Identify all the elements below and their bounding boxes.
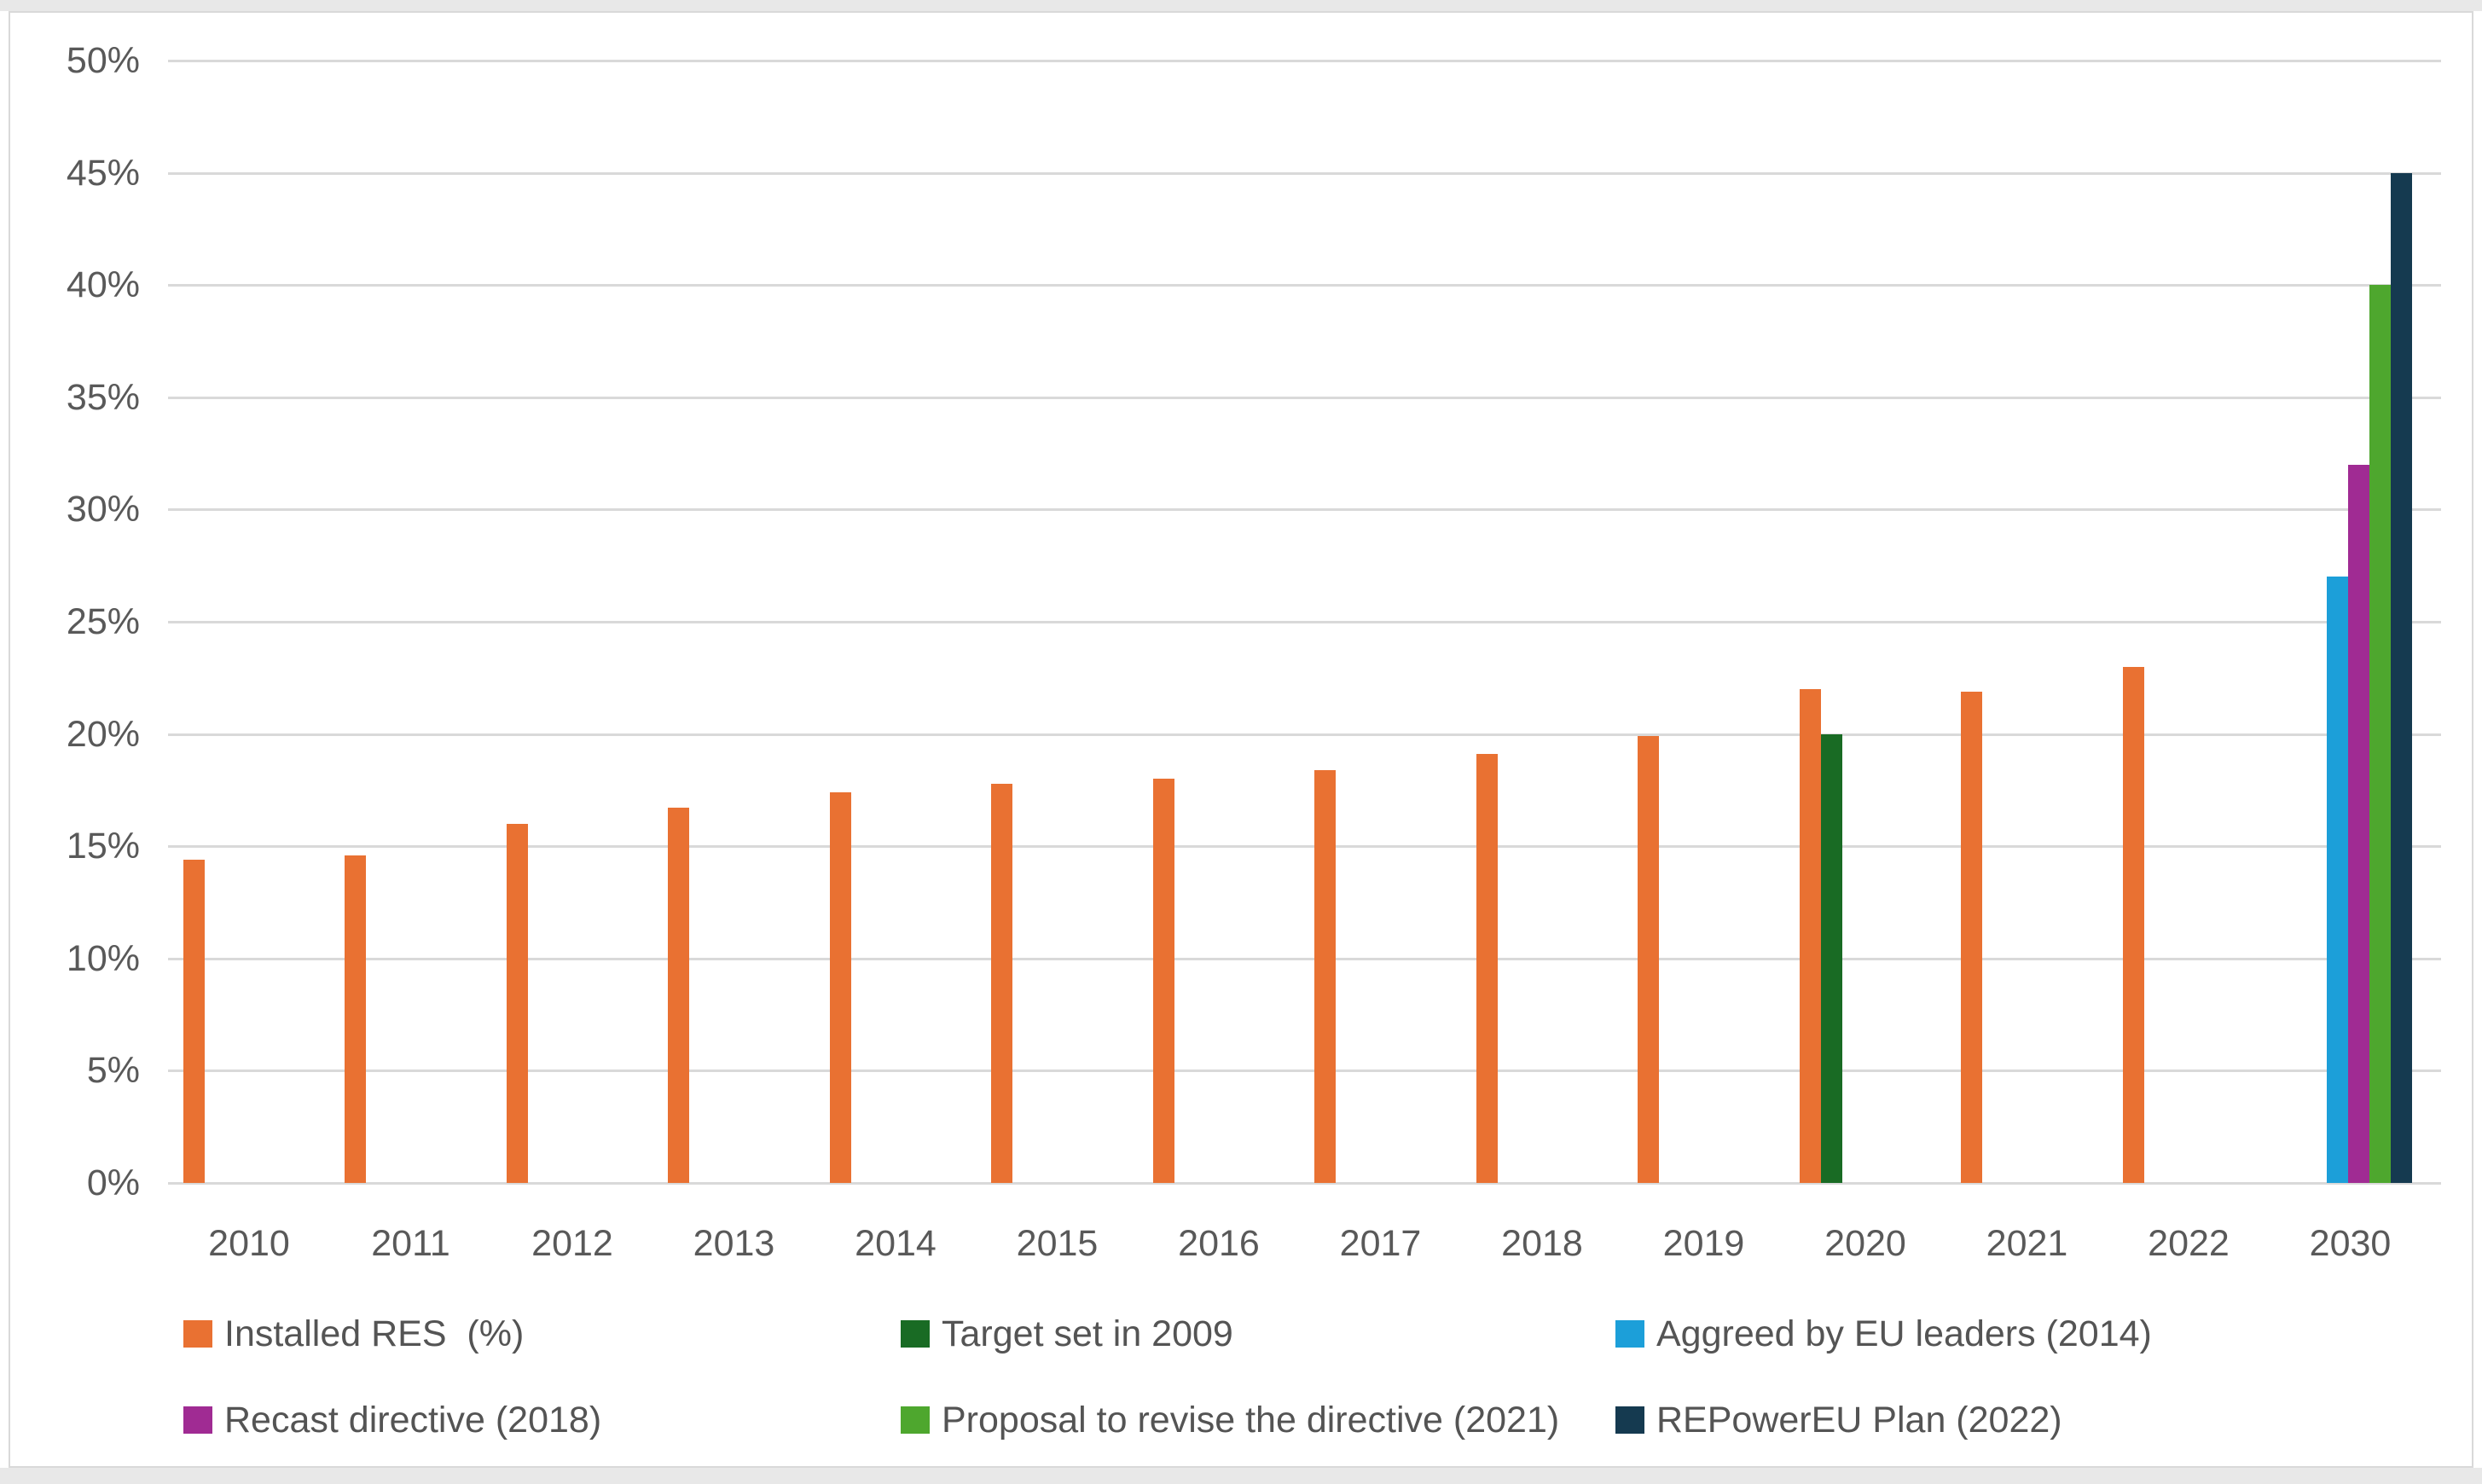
bar-2019-series-0 [1638,736,1659,1183]
y-tick-label: 25% [66,601,140,642]
bar-2010-series-0 [183,859,205,1183]
bar-2016-series-0 [1152,779,1174,1183]
legend-swatch-target-2009 [901,1320,930,1348]
legend-label-agreed-2014: Aggreed by EU leaders (2014) [1656,1313,2152,1354]
bar-2022-series-0 [2122,666,2144,1183]
legend-item-agreed-2014: Aggreed by EU leaders (2014) [1615,1315,2152,1353]
x-cat-label-2022: 2022 [2148,1223,2230,1264]
legend-label-proposal-2021: Proposal to revise the directive (2021) [942,1400,1560,1441]
legend-swatch-installed-res [183,1320,212,1348]
legend-swatch-agreed-2014 [1615,1320,1644,1348]
window-top-edge [0,0,2482,11]
bar-2020-series-1 [1820,733,1842,1183]
gridline-25% [168,621,2441,623]
gridline-45% [168,171,2441,175]
bar-2030-series-3 [2348,464,2369,1183]
legend-item-recast-2018: Recast directive (2018) [183,1401,601,1439]
bar-2020-series-0 [1799,688,1821,1183]
x-cat-label-2017: 2017 [1339,1223,1422,1264]
bar-2018-series-0 [1476,754,1498,1183]
gridline-15% [168,845,2441,849]
legend-swatch-repowereu-2022 [1615,1406,1644,1434]
gridline-10% [168,957,2441,960]
gridline-40% [168,284,2441,287]
gridline-5% [168,1070,2441,1073]
x-cat-label-2013: 2013 [693,1223,775,1264]
bar-2030-series-5 [2391,172,2412,1183]
gridline-35% [168,396,2441,399]
x-cat-label-2014: 2014 [855,1223,937,1264]
gridline-20% [168,733,2441,736]
bar-2012-series-0 [506,823,528,1183]
y-tick-label: 50% [66,40,140,81]
bar-2021-series-0 [1961,691,1982,1183]
y-tick-label: 45% [66,152,140,194]
window-bottom-edge [0,1468,2482,1484]
legend-item-repowereu-2022: REPowerEU Plan (2022) [1615,1401,2062,1439]
y-tick-label: 15% [66,826,140,867]
legend-item-proposal-2021: Proposal to revise the directive (2021) [901,1401,1559,1439]
x-cat-label-2018: 2018 [1501,1223,1583,1264]
legend-label-installed-res: Installed RES (%) [224,1313,525,1354]
x-cat-label-2019: 2019 [1662,1223,1745,1264]
x-cat-label-2030: 2030 [2309,1223,2392,1264]
legend-item-installed-res: Installed RES (%) [183,1315,524,1353]
gridline-30% [168,508,2441,512]
x-cat-label-2020: 2020 [1824,1223,1906,1264]
x-cat-label-2010: 2010 [208,1223,290,1264]
bar-2013-series-0 [668,808,689,1183]
chart-frame: 0% 5% 10% 15% 20% 25% 30% 35% 40% 45% 50% 2010 2011… [9,11,2473,1468]
legend-label-recast-2018: Recast directive (2018) [224,1400,602,1441]
bar-2030-series-4 [2369,285,2391,1183]
y-tick-label: 5% [86,1050,140,1092]
x-cat-label-2016: 2016 [1178,1223,1260,1264]
gridline-0% [168,1182,2441,1185]
legend-item-target-2009: Target set in 2009 [901,1315,1233,1353]
y-tick-label: 30% [66,489,140,530]
bar-2015-series-0 [991,783,1012,1183]
y-tick-label: 40% [66,264,140,306]
x-cat-label-2021: 2021 [1986,1223,2068,1264]
legend-swatch-proposal-2021 [901,1406,930,1434]
bar-2030-series-2 [2327,577,2348,1183]
x-cat-label-2015: 2015 [1016,1223,1099,1264]
bar-2014-series-0 [829,792,851,1183]
y-tick-label: 20% [66,713,140,755]
y-tick-label: 10% [66,937,140,979]
bar-2017-series-0 [1314,769,1336,1183]
y-tick-label: 0% [86,1162,140,1203]
legend-label-repowereu-2022: REPowerEU Plan (2022) [1656,1400,2062,1441]
gridline-50% [168,60,2441,62]
x-cat-label-2011: 2011 [371,1223,450,1264]
legend-swatch-recast-2018 [183,1406,212,1434]
y-tick-label: 35% [66,376,140,418]
legend-label-target-2009: Target set in 2009 [942,1313,1233,1354]
x-cat-label-2012: 2012 [531,1223,613,1264]
bar-2011-series-0 [345,855,366,1183]
